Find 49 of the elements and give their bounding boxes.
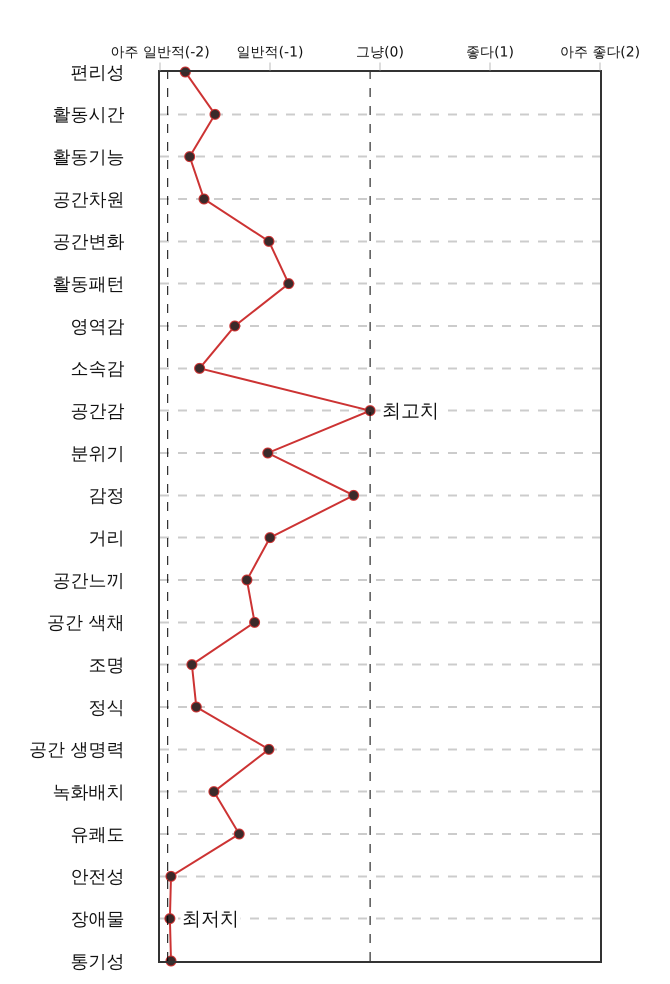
point <box>263 236 274 247</box>
point <box>264 532 276 544</box>
point <box>210 108 220 120</box>
point <box>234 828 245 840</box>
y-tick-label: 소속감 <box>70 358 125 380</box>
y-tick-label: 편리성 <box>70 62 125 84</box>
y-tick-label: 장애물 <box>70 908 125 930</box>
y-tick-label: 안전성 <box>70 866 125 888</box>
point <box>184 151 196 162</box>
y-tick-label: 조명 <box>88 654 125 676</box>
point <box>283 278 294 290</box>
y-tick-label: 감정 <box>88 486 125 507</box>
point <box>190 702 202 712</box>
point <box>186 659 198 670</box>
point <box>364 405 376 416</box>
y-tick-label: 분위기 <box>70 443 125 464</box>
y-tick-label: 통기성 <box>70 951 125 972</box>
x-tick-label: 좋다(1) <box>466 44 514 61</box>
point <box>164 913 176 924</box>
point <box>194 362 206 374</box>
y-tick-label: 공간감 <box>70 400 125 422</box>
point <box>229 320 240 332</box>
y-tick-label: 유쾌도 <box>70 824 125 846</box>
point <box>262 448 274 458</box>
y-tick-label: 활동기능 <box>52 146 125 168</box>
annotation: 최저치 <box>182 908 239 930</box>
y-tick-label: 활동시간 <box>52 104 125 126</box>
point <box>241 574 252 586</box>
annotation: 최고치 <box>382 400 439 422</box>
x-tick-label: 아주 좋다(2) <box>560 44 640 61</box>
y-tick-label: 공간 색채 <box>46 612 125 634</box>
point <box>198 194 210 204</box>
y-tick-label: 공간차원 <box>52 189 125 210</box>
point <box>249 616 260 628</box>
y-tick-label: 영역감 <box>70 316 125 338</box>
point <box>263 744 274 755</box>
y-tick-label: 거리 <box>88 528 125 549</box>
x-tick-label: 일반적(-1) <box>236 44 304 61</box>
y-tick-label: 녹화배치 <box>52 782 125 803</box>
y-tick-label: 공간 생명력 <box>28 740 125 761</box>
y-tick-label: 활동패턴 <box>52 274 125 295</box>
point <box>208 786 220 798</box>
y-tick-label: 정식 <box>88 697 125 718</box>
y-tick-label: 공간변화 <box>52 232 125 253</box>
point <box>348 490 360 501</box>
y-tick-label: 공간느끼 <box>52 570 125 592</box>
x-tick-label: 아주 일반적(-2) <box>110 44 210 61</box>
point <box>166 870 176 882</box>
x-tick-label: 그냥(0) <box>356 44 404 61</box>
